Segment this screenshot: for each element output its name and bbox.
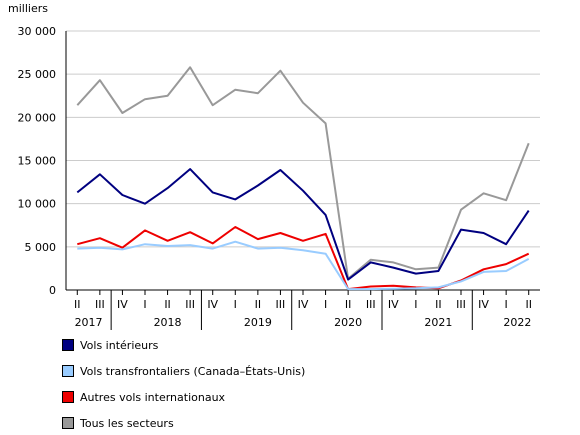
y-tick-label: 15 000 xyxy=(18,155,57,168)
legend-label: Vols intérieurs xyxy=(80,338,159,352)
x-tick-label: II xyxy=(255,298,262,311)
x-tick-label: III xyxy=(366,298,376,311)
legend-label: Vols transfrontaliers (Canada–États-Unis… xyxy=(80,364,306,378)
y-tick-label: 25 000 xyxy=(18,68,57,81)
year-label: 2018 xyxy=(154,316,182,329)
x-tick-label: II xyxy=(435,298,442,311)
series-line xyxy=(77,226,530,291)
x-tick-label: II xyxy=(164,298,171,311)
x-tick-label: IV xyxy=(478,298,489,311)
x-tick-label: II xyxy=(525,298,532,311)
year-label: 2019 xyxy=(244,316,272,329)
x-tick-label: I xyxy=(143,298,146,311)
legend-swatch xyxy=(62,365,74,377)
x-tick-label: IV xyxy=(298,298,309,311)
y-tick-label: 5 000 xyxy=(25,241,57,254)
x-tick-label: IV xyxy=(388,298,399,311)
y-tick-label: 20 000 xyxy=(18,111,57,124)
legend-swatch xyxy=(62,391,74,403)
legend-label: Autres vols internationaux xyxy=(80,390,226,404)
y-axis-label: milliers xyxy=(8,2,48,15)
x-tick-label: II xyxy=(74,298,81,311)
legend-item: Vols intérieurs xyxy=(62,338,158,352)
series-lines xyxy=(76,66,530,291)
x-tick-label: I xyxy=(324,298,327,311)
x-tick-label: III xyxy=(95,298,105,311)
y-tick-label: 0 xyxy=(49,284,56,297)
x-tick-label: III xyxy=(185,298,195,311)
legend-item: Autres vols internationaux xyxy=(62,390,225,404)
legend-swatch xyxy=(62,417,74,429)
x-tick-label: I xyxy=(505,298,508,311)
year-label: 2020 xyxy=(334,316,362,329)
x-tick-label: III xyxy=(276,298,286,311)
legend-item: Vols transfrontaliers (Canada–États-Unis… xyxy=(62,364,305,378)
y-tick-labels: 0 5 000 10 000 15 000 20 000 25 000 30 000 xyxy=(18,25,57,297)
series-line xyxy=(77,240,530,291)
x-axis: II III IV I II III IV I II III IV I II III IV I II III IV I… xyxy=(65,31,540,330)
year-label: 2021 xyxy=(424,316,452,329)
x-tick-label: IV xyxy=(117,298,128,311)
x-tick-label: III xyxy=(456,298,466,311)
year-label: 2017 xyxy=(75,316,103,329)
line-chart: milliers 0 5 000 10 000 15 000 20 000 25 000 3… xyxy=(8,2,540,330)
x-tick-label: I xyxy=(414,298,417,311)
series-line xyxy=(76,168,530,281)
x-tick-label: IV xyxy=(207,298,218,311)
series-line xyxy=(76,66,530,280)
legend-swatch xyxy=(62,339,74,351)
x-tick-label: II xyxy=(345,298,352,311)
year-label: 2022 xyxy=(503,316,531,329)
legend-label: Tous les secteurs xyxy=(80,416,174,430)
legend-item: Tous les secteurs xyxy=(62,416,174,430)
y-tick-label: 10 000 xyxy=(18,198,57,211)
y-tick-label: 30 000 xyxy=(18,25,57,38)
x-tick-label: I xyxy=(234,298,237,311)
